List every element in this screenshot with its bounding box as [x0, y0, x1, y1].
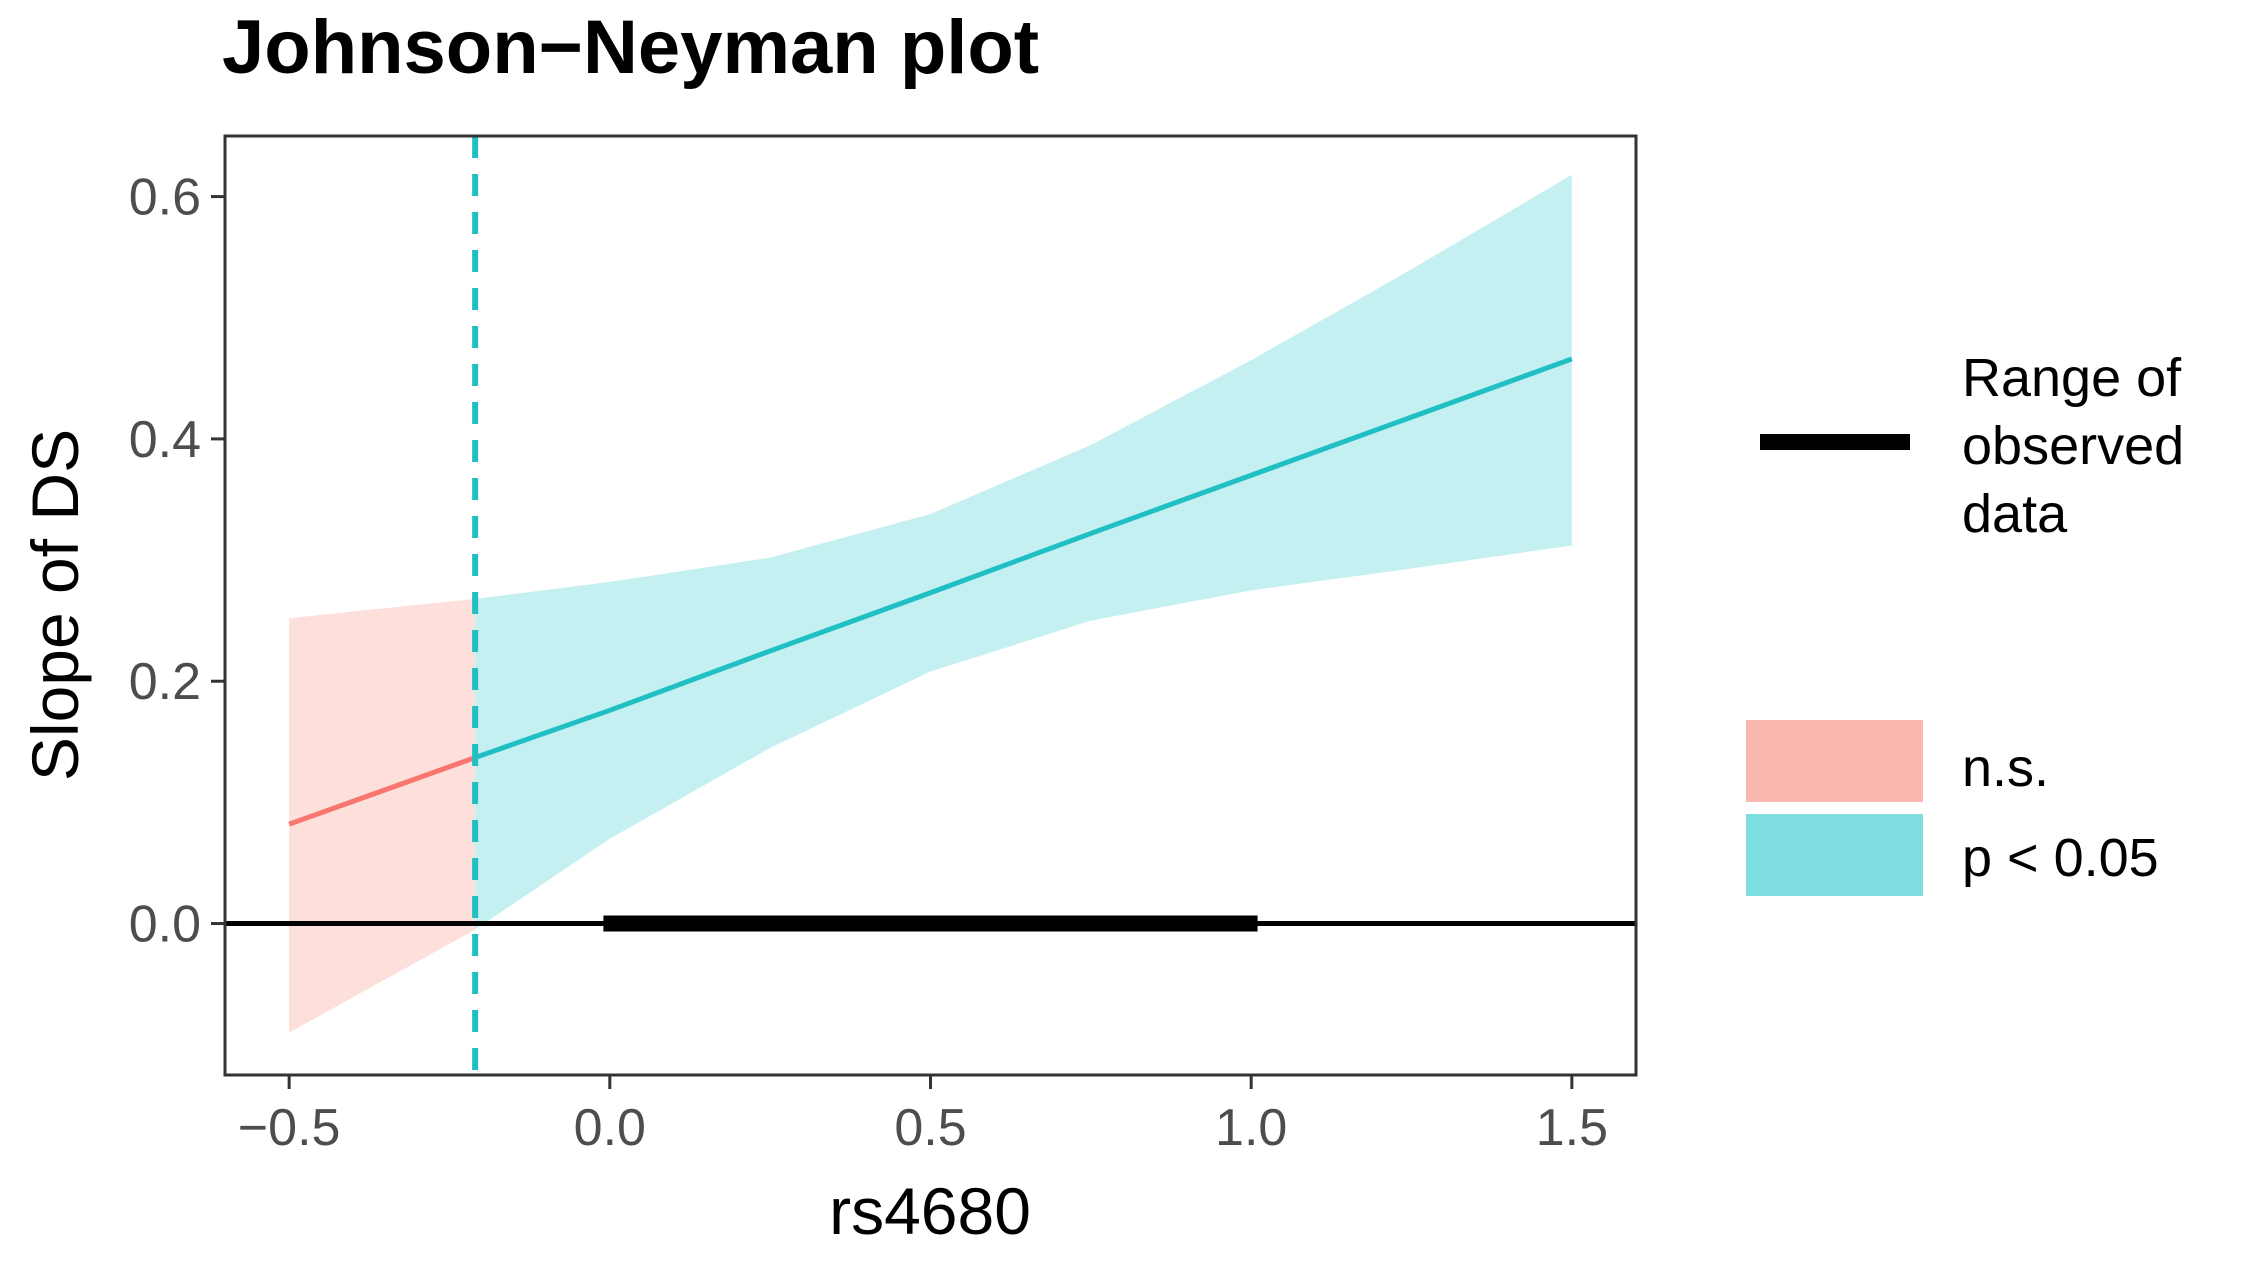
- slope-line-ns: [288, 755, 476, 827]
- legend: Range of observed data n.s. p < 0.05: [1746, 348, 2199, 896]
- y-tick-label: 0.4: [129, 411, 201, 469]
- slope-lines: [288, 356, 1573, 827]
- legend-ns-key: [1746, 720, 1923, 802]
- legend-range-label-line-2: observed: [1962, 416, 2184, 476]
- x-tick-label: 1.0: [1215, 1099, 1287, 1157]
- y-tick-label: 0.2: [129, 653, 201, 711]
- confidence-band-significant: [475, 174, 1572, 930]
- x-tick-label: 0.0: [574, 1099, 646, 1157]
- y-tick-label: 0.6: [129, 169, 201, 227]
- y-tick-label: 0.0: [129, 896, 201, 954]
- legend-range-label: Range of observed data: [1962, 348, 2199, 544]
- legend-sig-key: [1746, 814, 1923, 896]
- legend-sig-label: p < 0.05: [1962, 828, 2159, 888]
- x-tick-label: 0.5: [894, 1099, 966, 1157]
- y-axis-title: Slope of DS: [18, 429, 92, 781]
- x-axis-title: rs4680: [829, 1174, 1031, 1248]
- chart-title: Johnson−Neyman plot: [222, 5, 1039, 90]
- legend-ns-label: n.s.: [1962, 738, 2049, 798]
- y-axis: 0.0 0.2 0.4 0.6: [129, 169, 225, 954]
- x-tick-label: 1.5: [1536, 1099, 1608, 1157]
- slope-line-significant: [474, 356, 1573, 760]
- legend-range-label-line-1: Range of: [1962, 348, 2182, 408]
- x-axis: −0.5 0.0 0.5 1.0 1.5: [238, 1075, 1608, 1157]
- plot-area: [223, 134, 1638, 1077]
- legend-range-label-line-3: data: [1962, 484, 2068, 544]
- x-tick-label: −0.5: [238, 1099, 341, 1157]
